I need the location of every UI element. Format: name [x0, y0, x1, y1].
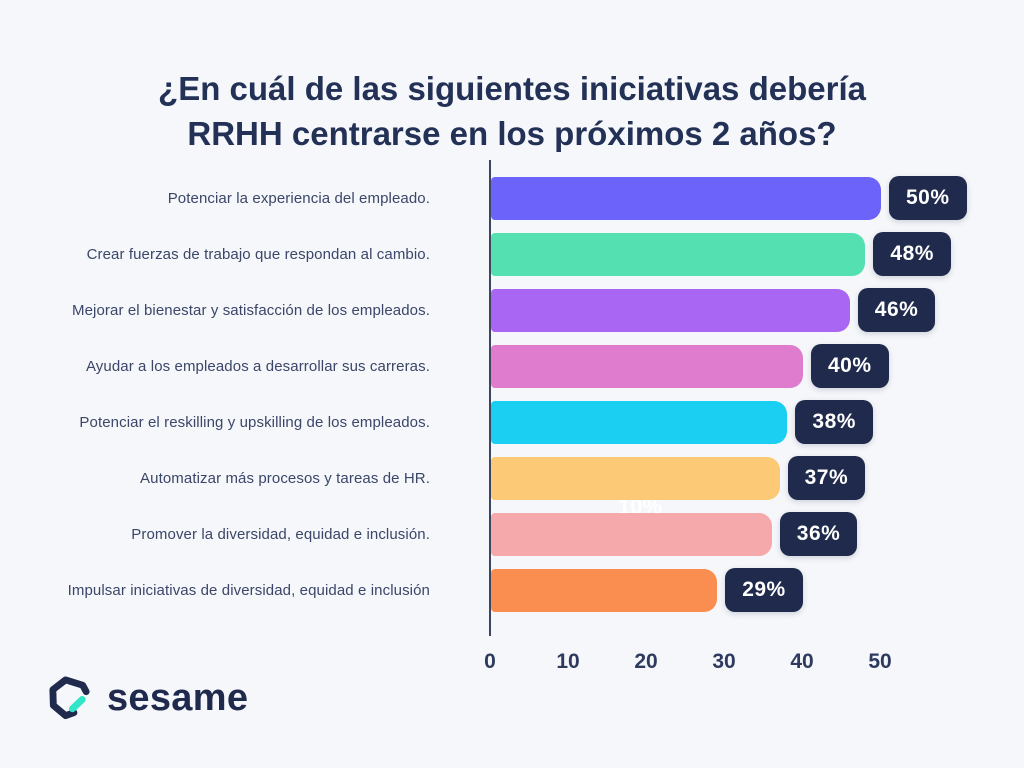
x-tick: 50	[868, 650, 892, 673]
value-badge: 48%	[873, 232, 951, 276]
bar-track: 29%	[460, 562, 1024, 618]
row-label: Ayudar a los empleados a desarrollar sus…	[85, 357, 430, 375]
bar	[491, 456, 780, 500]
bar-track: 46%	[460, 282, 1024, 338]
bar-row: Impulsar iniciativas de diversidad, equi…	[0, 562, 1024, 618]
value-badge: 50%	[889, 176, 967, 220]
bar-track: 37%	[460, 450, 1024, 506]
logo-ring	[49, 675, 90, 719]
x-tick: 0	[484, 650, 496, 673]
value-badge: 40%	[811, 344, 889, 388]
bar	[491, 400, 788, 444]
bar	[491, 176, 881, 220]
bar-row: Crear fuerzas de trabajo que respondan a…	[0, 226, 1024, 282]
bar-row: Potenciar el reskilling y upskilling de …	[0, 394, 1024, 450]
logo: sesame	[46, 674, 248, 722]
x-tick: 30	[712, 650, 736, 673]
chart-title: ¿En cuál de las siguientes iniciativas d…	[0, 66, 1024, 156]
chart-title-line-2: RRHH centrarse en los próximos 2 años?	[187, 115, 837, 153]
bar-row: Potenciar la experiencia del empleado. 50…	[0, 170, 1024, 226]
value-badge: 37%	[787, 456, 866, 500]
row-label: Impulsar iniciativas de diversidad, equi…	[67, 581, 430, 599]
chart-title-line-1: ¿En cuál de las siguientes iniciativas d…	[158, 70, 866, 108]
bar	[491, 344, 803, 388]
x-tick: 40	[790, 650, 814, 673]
value-badge: 29%	[725, 568, 803, 612]
bar-track: 38%	[460, 394, 1024, 450]
bar-row: Promover la diversidad, equidad e inclus…	[0, 506, 1024, 562]
bar	[491, 288, 850, 332]
x-tick: 10	[556, 650, 580, 673]
value-badge: 38%	[795, 400, 873, 444]
bar-track: 50%	[460, 170, 1024, 226]
sesame-hexagon-icon	[49, 675, 90, 719]
bar-row: Ayudar a los empleados a desarrollar sus…	[0, 338, 1024, 394]
value-badge: 36%	[779, 512, 858, 556]
bar-row: Mejorar el bienestar y satisfacción de l…	[0, 282, 1024, 338]
bar-track: 48%	[460, 226, 1024, 282]
logo-dash	[69, 695, 86, 712]
bar	[491, 512, 772, 556]
bar	[491, 232, 866, 276]
bar	[491, 568, 718, 612]
row-label: Automatizar más procesos y tareas de HR.	[140, 469, 430, 487]
x-tick: 20	[634, 650, 658, 673]
row-label: Crear fuerzas de trabajo que respondan a…	[86, 245, 430, 263]
row-label: Promover la diversidad, equidad e inclus…	[131, 525, 430, 543]
row-label: Mejorar el bienestar y satisfacción de l…	[72, 301, 430, 319]
row-label: Potenciar el reskilling y upskilling de …	[79, 413, 430, 431]
bar-row: Automatizar más procesos y tareas de HR.…	[0, 450, 1024, 506]
logo-text: sesame	[107, 676, 249, 719]
y-axis-line	[489, 160, 491, 636]
row-label: Potenciar la experiencia del empleado.	[167, 189, 430, 207]
bar-track: 40%	[460, 338, 1024, 394]
value-badge: 46%	[857, 288, 936, 332]
chart-rows: Potenciar la experiencia del empleado. 50…	[0, 170, 1024, 618]
bar-track: 36%	[460, 506, 1024, 562]
